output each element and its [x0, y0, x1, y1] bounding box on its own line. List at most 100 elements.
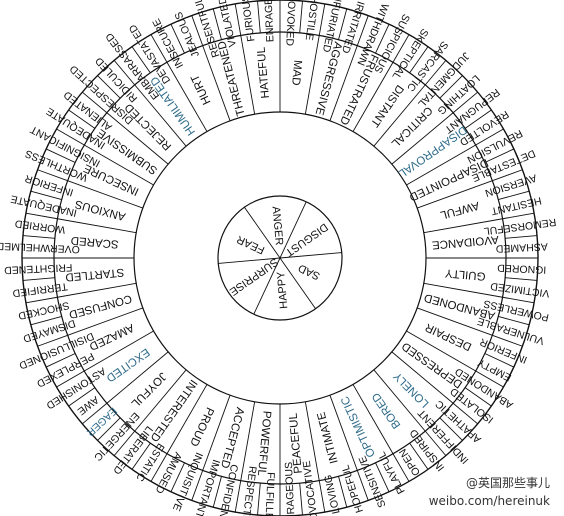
- outer-spoke-28: [424, 430, 447, 456]
- outer-spoke-30: [392, 453, 410, 482]
- outer-spoke-39: [212, 476, 222, 508]
- middle-spoke-1: [304, 35, 320, 115]
- middle-label-16-intimate: INTIMATE: [315, 410, 340, 464]
- outer-spoke-40: [191, 470, 204, 501]
- outer-label-1-hostile: HOSTILE: [303, 0, 321, 41]
- outer-spoke-9: [439, 75, 463, 99]
- middle-spoke-3: [352, 62, 394, 132]
- outer-spoke-47: [68, 387, 96, 407]
- outer-spoke-22: [492, 334, 523, 347]
- outer-label-53-frightened: FRIGHTENED: [3, 261, 72, 276]
- outer-spoke-62: [82, 91, 108, 114]
- middle-label-35-hateful: HATEFUL: [256, 46, 272, 99]
- outer-spoke-42: [150, 453, 168, 482]
- middle-label-33-hurt: HURT: [189, 73, 213, 107]
- middle-label-0-mad: MAD: [289, 59, 303, 86]
- outer-spoke-14: [492, 169, 523, 182]
- outer-label-0-provoked: PROVOKED: [283, 0, 298, 47]
- outer-spoke-56: [25, 212, 58, 220]
- outer-spoke-64: [113, 60, 136, 86]
- middle-spoke-8: [423, 218, 503, 234]
- outer-spoke-33: [338, 476, 348, 508]
- outer-spoke-13: [484, 148, 515, 163]
- middle-label-19-accepted: ACCEPTED: [218, 406, 246, 470]
- middle-spoke-13: [391, 351, 454, 404]
- middle-label-9-guilty: GUILTY: [444, 266, 486, 282]
- middle-label-18-powerful: POWERFUL: [255, 410, 273, 477]
- outer-spoke-4: [356, 15, 369, 46]
- middle-label-23-excited: EXCITED: [104, 345, 152, 383]
- middle-spoke-31: [106, 112, 169, 165]
- outer-label-71-enraged: ENRAGED: [262, 0, 276, 42]
- middle-spoke-29: [67, 180, 143, 209]
- watermark-handle: @英国那些事儿: [465, 476, 550, 490]
- outer-label-17-ashamed: ASHAMED: [495, 240, 548, 254]
- outer-spoke-61: [68, 109, 96, 129]
- core-spoke-1: [279, 201, 307, 259]
- middle-spoke-2: [329, 45, 358, 121]
- outer-spoke-38: [234, 480, 242, 513]
- outer-label-18-ignored: IGNORED: [497, 261, 547, 275]
- core-label-5-fear: FEAR: [235, 233, 267, 256]
- outer-label-35-courageous: COURAGEOUS: [283, 462, 298, 516]
- outer-spoke-71: [257, 0, 261, 33]
- outer-spoke-1: [299, 0, 303, 33]
- middle-label-31-rejected: REJECTED: [123, 101, 174, 152]
- core-label-3-happy: HAPPY: [275, 270, 290, 309]
- middle-spoke-10: [423, 282, 503, 298]
- middle-spoke-12: [406, 330, 476, 372]
- middle-label-13-lonely: LONELY: [391, 369, 431, 409]
- outer-label-52-terrified: TERRIFIED: [11, 280, 68, 299]
- outer-label-70-furious: FURIOUS: [239, 0, 257, 42]
- outer-spoke-26: [452, 402, 478, 425]
- outer-spoke-17: [505, 235, 538, 239]
- outer-spoke-41: [170, 462, 185, 493]
- outer-spoke-55: [22, 235, 55, 239]
- wheel-spokes: [22, 0, 538, 516]
- middle-spoke-21: [166, 384, 208, 454]
- outer-spoke-23: [484, 353, 515, 368]
- middle-spoke-4: [373, 84, 426, 147]
- outer-spoke-6: [392, 34, 410, 63]
- middle-label-4-critical: CRITICAL: [388, 104, 434, 150]
- middle-spoke-26: [57, 282, 137, 298]
- middle-spoke-24: [84, 330, 154, 372]
- middle-label-26-startled: STARTLED: [65, 266, 125, 283]
- outer-label-55-worried: WORRIED: [14, 217, 66, 236]
- middle-spoke-30: [84, 144, 154, 186]
- core-spoke-4: [253, 257, 281, 315]
- outer-spoke-51: [30, 316, 62, 326]
- outer-spoke-11: [464, 109, 492, 129]
- outer-spoke-34: [318, 480, 326, 513]
- outer-label-36-fulfilled: FULFILLED: [262, 472, 276, 516]
- middle-label-27-scared: SCARED: [70, 234, 119, 250]
- middle-spoke-15: [352, 384, 394, 454]
- outer-spoke-66: [150, 34, 168, 63]
- outer-spoke-69: [212, 8, 222, 40]
- watermark-url: weibo.com/hereinuk: [428, 494, 550, 508]
- outer-spoke-16: [502, 212, 535, 220]
- outer-spoke-49: [45, 353, 76, 368]
- middle-spoke-32: [134, 84, 187, 147]
- middle-label-29-insecure: INSECURE: [82, 161, 141, 197]
- outer-spoke-24: [475, 370, 504, 388]
- outer-spoke-2: [318, 3, 326, 36]
- outer-spoke-29: [409, 442, 429, 470]
- outer-spoke-58: [37, 169, 68, 182]
- middle-label-8-avoidance: AVOIDANCE: [431, 233, 499, 251]
- outer-spoke-3: [338, 8, 348, 40]
- outer-spoke-35: [299, 483, 303, 516]
- core-spoke-3: [279, 257, 316, 310]
- middle-spoke-34: [202, 45, 231, 121]
- middle-label-17-peaceful: PEACEFUL: [288, 412, 305, 474]
- middle-spoke-6: [406, 144, 476, 186]
- outer-spoke-60: [56, 128, 85, 146]
- ring-3: [217, 195, 343, 321]
- outer-spoke-10: [452, 91, 478, 114]
- outer-spoke-31: [375, 462, 390, 493]
- outer-spoke-37: [257, 483, 261, 516]
- middle-label-3-distant: DISTANT: [368, 82, 406, 128]
- core-label-0-anger: ANGER: [270, 206, 285, 246]
- outer-spoke-5: [375, 23, 390, 54]
- outer-spoke-59: [45, 148, 76, 163]
